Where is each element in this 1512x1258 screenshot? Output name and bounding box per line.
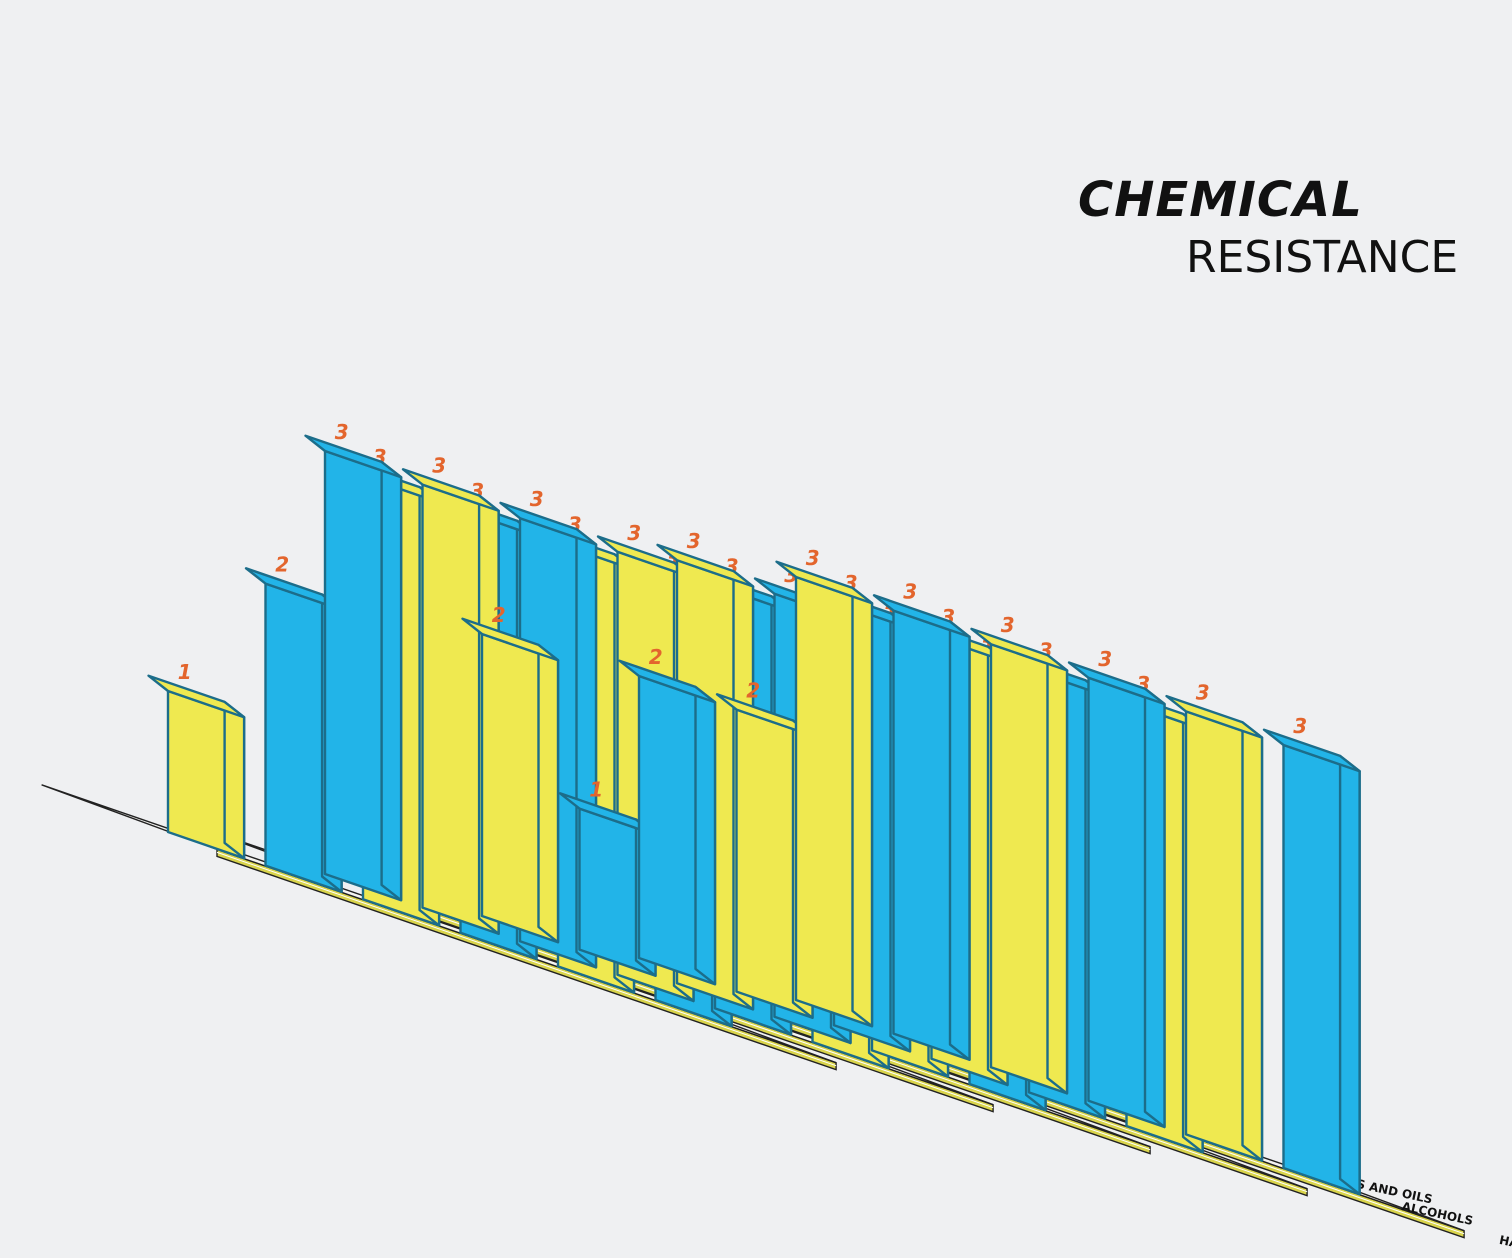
bar-value-label: 3 [1098, 647, 1112, 671]
bar-top [1165, 694, 1264, 739]
bar-side [1046, 653, 1069, 1095]
bar-side [537, 643, 560, 944]
bar-side [380, 460, 403, 902]
bar-covec-halogens: 3 [1165, 680, 1264, 1162]
chart-title: CHEMICAL [1078, 172, 1363, 228]
bar-top [147, 674, 246, 719]
bar-uhmwpe-acids: 3 [304, 420, 403, 902]
bar-side [1143, 687, 1166, 1129]
bar-value-label: 3 [627, 521, 641, 545]
bar-value-label: 3 [1293, 714, 1307, 738]
bar-top [1067, 661, 1166, 706]
bar-value-label: 3 [1196, 680, 1210, 704]
bar-top [461, 617, 560, 662]
bar-value-label: 3 [1001, 613, 1015, 637]
bar-top [872, 594, 971, 638]
bar-top [656, 543, 755, 588]
bar-value-label: 3 [903, 580, 917, 604]
bar-value-label: 2 [746, 679, 760, 703]
bar-value-label: 3 [432, 454, 446, 478]
bars: 123333333333213333223333333333 [147, 420, 1361, 1196]
bar-top [401, 468, 500, 512]
bar-covec-greases-and-oils: 3 [970, 613, 1069, 1095]
bar-side [1241, 721, 1264, 1162]
bar-top [244, 567, 343, 611]
bar-side [694, 685, 717, 986]
bar-covec-alcohols: 3 [1067, 647, 1166, 1129]
bar-covec-acids: 3 [775, 546, 874, 1028]
bar-top [970, 627, 1069, 672]
bar-side [1338, 754, 1361, 1196]
bar-covec-ketones: 3 [1262, 714, 1361, 1196]
bar-polyamide-acids: 1 [147, 660, 246, 860]
bar-top [499, 501, 598, 546]
bar-value-label: 3 [687, 529, 701, 553]
bar-side [223, 700, 246, 860]
bar-value-label: 1 [589, 778, 603, 802]
bar-polyester-acids: 2 [461, 603, 560, 944]
bar-value-label: 3 [530, 487, 544, 511]
chemical-label-halogens: HALOGENS [1498, 1233, 1512, 1254]
bar-value-label: 3 [335, 420, 349, 444]
platform-edge-highlight [216, 851, 837, 1067]
chart-subtitle: RESISTANCE [1186, 232, 1459, 283]
bar-value-label: 2 [275, 553, 289, 577]
bar-value-label: 2 [492, 603, 506, 627]
bar-covec-alkalis: 3 [872, 580, 971, 1062]
bar-top [775, 560, 874, 605]
bar-value-label: 1 [178, 660, 192, 684]
bar-value-label: 2 [649, 645, 663, 669]
bar-value-label: 3 [806, 546, 820, 570]
bar-top [1262, 728, 1361, 773]
bar-side [948, 620, 971, 1062]
bar-side [851, 586, 874, 1028]
bar-top [715, 693, 814, 737]
bar-top [304, 434, 403, 479]
bar-top [596, 535, 695, 580]
bar-top [618, 659, 717, 704]
bar-top [558, 792, 657, 836]
bar-aramid-acids: 2 [618, 645, 717, 986]
